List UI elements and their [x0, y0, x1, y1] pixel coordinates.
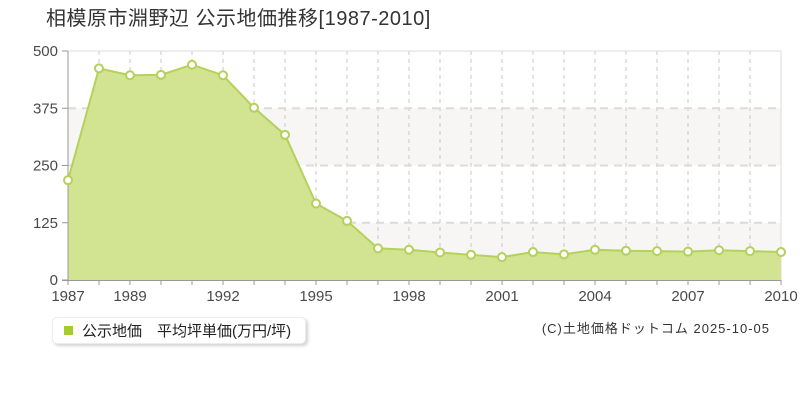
data-point-1996 — [342, 215, 352, 226]
price-trend-area-chart: 0 125 250 375 500 1987 1989 1992 1995 1998 2001 200… — [33, 43, 798, 305]
data-point-1994 — [280, 129, 290, 140]
data-point-1999 — [435, 247, 445, 258]
y-tick-label-250: 250 — [33, 158, 58, 175]
data-point-2008 — [714, 245, 724, 256]
x-tick-label-2004: 2004 — [578, 288, 611, 305]
data-point-2009 — [745, 246, 755, 257]
data-point-1993 — [249, 102, 259, 113]
y-tick-label-375: 375 — [33, 100, 58, 117]
data-point-2005 — [621, 245, 631, 256]
data-point-1989 — [125, 70, 135, 81]
y-tick-label-500: 500 — [33, 43, 58, 60]
x-tick-label-1992: 1992 — [206, 288, 239, 305]
y-tick-label-125: 125 — [33, 215, 58, 232]
data-point-1995 — [311, 198, 321, 209]
data-point-2007 — [683, 246, 693, 257]
data-point-2010 — [776, 247, 786, 258]
x-tick-label-2010: 2010 — [764, 288, 797, 305]
data-point-1992 — [218, 70, 228, 81]
data-point-2000 — [466, 249, 476, 260]
price-line — [67, 63, 782, 259]
x-tick-label-1998: 1998 — [392, 288, 425, 305]
area-fill — [68, 64, 781, 281]
data-point-2004 — [590, 244, 600, 255]
x-tick-label-1987: 1987 — [51, 288, 84, 305]
data-point-2003 — [559, 249, 569, 260]
data-point-1988 — [94, 63, 104, 74]
data-point-2001 — [497, 252, 507, 263]
data-point-1991 — [187, 59, 197, 70]
data-point-1990 — [156, 69, 166, 80]
legend-swatch-icon — [64, 326, 73, 335]
copyright-note: (C)土地価格ドットコム 2025-10-05 — [541, 321, 770, 336]
x-tick-label-2001: 2001 — [485, 288, 518, 305]
x-tick-label-1995: 1995 — [299, 288, 332, 305]
data-point-1998 — [404, 244, 414, 255]
x-tick-label-1989: 1989 — [113, 288, 146, 305]
data-point-2002 — [528, 247, 538, 258]
data-point-1997 — [373, 243, 383, 254]
chart-title: 相模原市淵野辺 公示地価推移[1987-2010] — [46, 8, 431, 30]
legend: 公示地価 平均坪単価(万円/坪) — [52, 317, 307, 344]
y-tick-label-0: 0 — [50, 272, 58, 289]
x-tick-label-2007: 2007 — [671, 288, 704, 305]
data-point-2006 — [652, 246, 662, 257]
legend-label: 公示地価 平均坪単価(万円/坪) — [82, 323, 292, 340]
data-point-1987 — [63, 175, 73, 186]
